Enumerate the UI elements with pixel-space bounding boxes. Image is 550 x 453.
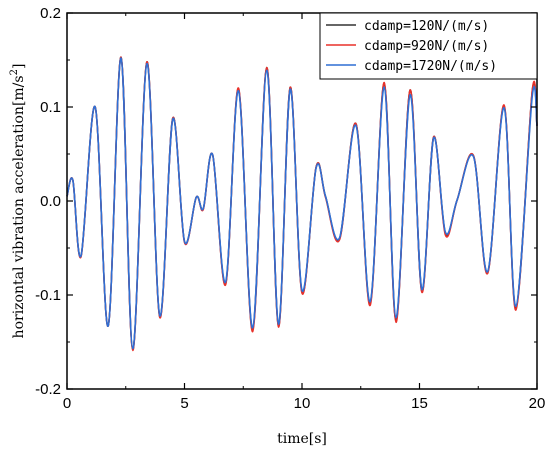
y-tick-label: 0.0: [40, 193, 61, 210]
legend: cdamp=120N/(m/s) cdamp=920N/(m/s) cdamp=17…: [319, 12, 538, 80]
x-tick-label: 10: [294, 395, 311, 412]
y-axis-label-exponent: 2: [9, 69, 20, 75]
legend-label-2: cdamp=920N/(m/s): [364, 39, 489, 54]
series-layer: [66, 56, 538, 352]
x-tick-label: 5: [180, 395, 188, 412]
series-line-2: [66, 56, 538, 352]
x-tick-label: 0: [63, 395, 71, 412]
y-tick-label: -0.1: [35, 287, 61, 304]
series-line-3: [66, 57, 538, 350]
tick-labels: 0 5 10 15 20 -0.2 -0.1 0.0 0.1 0.2: [35, 5, 545, 412]
y-axis-label-bracket: ]: [11, 64, 27, 69]
y-tick-label: 0.2: [40, 5, 61, 22]
x-tick-label: 20: [529, 395, 546, 412]
x-axis-label: time[s]: [277, 431, 327, 447]
y-tick-label: 0.1: [40, 99, 61, 116]
legend-label-3: cdamp=1720N/(m/s): [364, 59, 497, 74]
y-axis-label: horizontal vibration acceleration[m/s2]: [9, 64, 27, 339]
y-axis-label-main: horizontal vibration acceleration[m/s: [11, 75, 27, 338]
x-tick-label: 15: [411, 395, 428, 412]
series-line-1: [66, 56, 538, 351]
legend-box: [319, 12, 538, 80]
y-tick-label: -0.2: [35, 381, 61, 398]
legend-label-1: cdamp=120N/(m/s): [364, 19, 489, 34]
